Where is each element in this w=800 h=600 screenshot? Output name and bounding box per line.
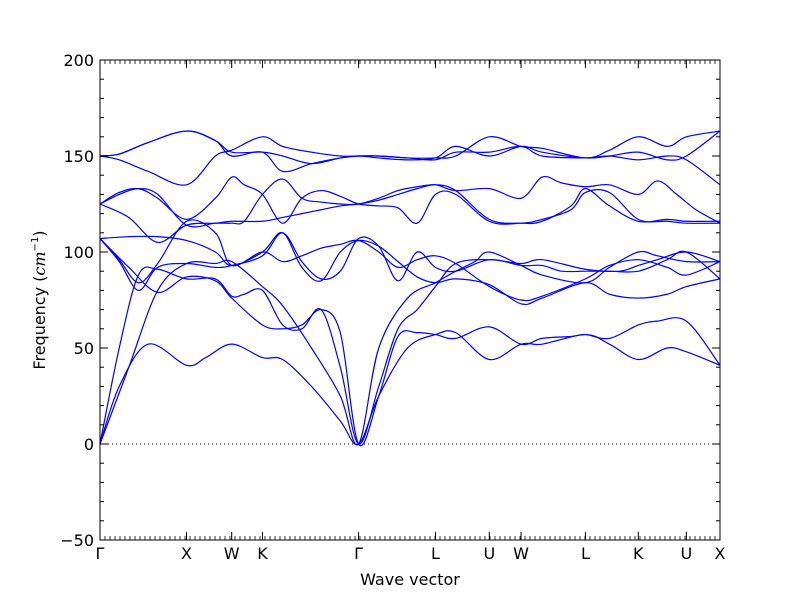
y-tick-label: 100 bbox=[63, 243, 94, 262]
x-tick-label: K bbox=[257, 544, 268, 563]
series-layer bbox=[99, 130, 721, 447]
y-axis-label: Frequency (cm−1) bbox=[30, 230, 49, 369]
x-tick-label: K bbox=[633, 544, 644, 563]
x-tick-label: W bbox=[224, 544, 240, 563]
x-tick-label: L bbox=[431, 544, 440, 563]
x-tick-label: U bbox=[680, 544, 692, 563]
phonon-branch-6 bbox=[99, 232, 721, 305]
y-tick-label: 50 bbox=[74, 339, 94, 358]
y-tick-label: −50 bbox=[60, 531, 94, 550]
y-tick-label: 0 bbox=[84, 435, 94, 454]
y-tick-label: 150 bbox=[63, 147, 94, 166]
y-tick-labels: −50 0 50 100 150 200 bbox=[60, 51, 94, 550]
phonon-branch-9 bbox=[99, 176, 721, 225]
x-tick-label: U bbox=[483, 544, 495, 563]
plot-frame bbox=[99, 59, 721, 541]
x-tick-label: X bbox=[715, 544, 726, 563]
phonon-branch-10 bbox=[99, 175, 721, 228]
phonon-branch-1 bbox=[99, 330, 721, 446]
y-axis-unit-exponent: −1 bbox=[30, 237, 41, 252]
phonon-branch-13 bbox=[99, 130, 721, 165]
y-axis-label-paren-open: ( bbox=[30, 276, 49, 287]
phonon-branch-7 bbox=[99, 219, 721, 302]
phonon-branch-5 bbox=[99, 232, 721, 291]
x-tick-label: Γ bbox=[96, 544, 105, 563]
ticks-layer bbox=[99, 59, 721, 541]
phonon-branch-4 bbox=[99, 238, 721, 447]
x-tick-label: W bbox=[513, 544, 529, 563]
x-tick-label: X bbox=[181, 544, 192, 563]
y-axis-label-text: Frequency bbox=[30, 287, 49, 370]
y-tick-label: 200 bbox=[63, 51, 94, 70]
y-axis-unit-base: cm bbox=[30, 251, 49, 275]
x-axis-label: Wave vector bbox=[360, 570, 460, 589]
phonon-branch-2 bbox=[99, 250, 721, 446]
x-tick-label: Γ bbox=[354, 544, 363, 563]
y-axis-label-paren-close: ) bbox=[30, 230, 49, 236]
x-tick-label: L bbox=[581, 544, 590, 563]
